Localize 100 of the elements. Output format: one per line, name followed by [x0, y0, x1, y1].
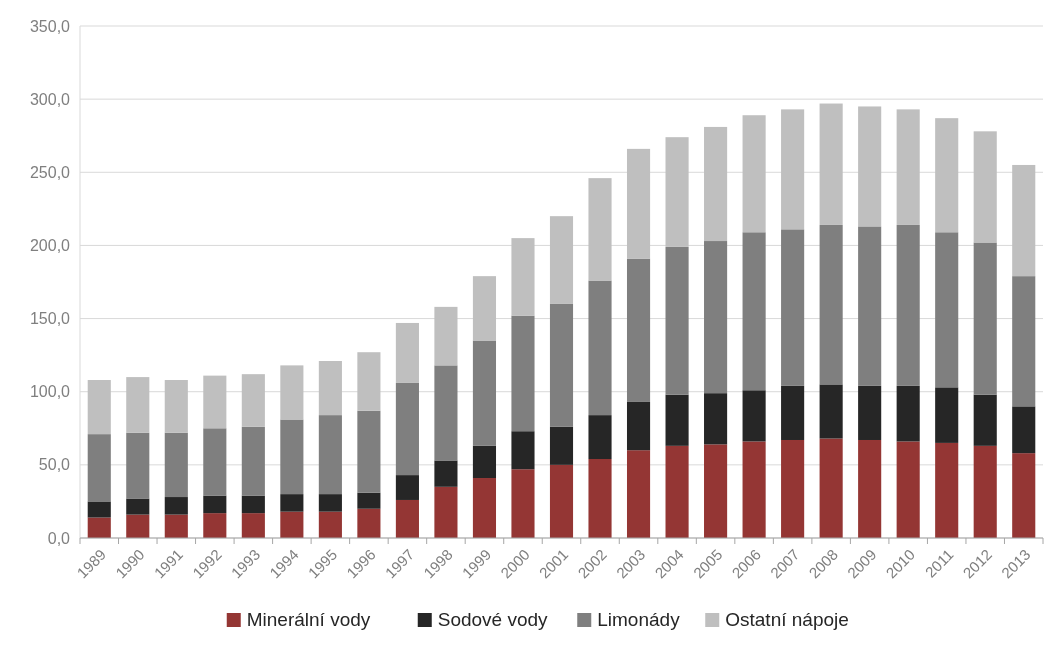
bar [241, 495, 265, 514]
bar [665, 137, 689, 247]
bar [549, 426, 574, 465]
bar [395, 475, 419, 500]
bar [742, 232, 766, 391]
bar [472, 445, 497, 479]
bar [858, 226, 882, 386]
bar [896, 385, 920, 442]
bar [626, 450, 651, 538]
y-tick-label: 150,0 [29, 310, 71, 328]
bar [588, 415, 612, 460]
bar [164, 380, 188, 433]
legend-label: Limonády [597, 609, 681, 630]
bar [1012, 406, 1036, 454]
bar [665, 394, 689, 446]
bar [126, 498, 150, 515]
bar [973, 131, 997, 243]
bar [973, 445, 997, 538]
bar [704, 444, 728, 538]
bar [935, 442, 959, 538]
bar [896, 109, 920, 225]
bar [742, 115, 766, 233]
bar [280, 494, 304, 512]
bar [357, 492, 381, 509]
bar [781, 439, 805, 538]
y-tick-label: 350,0 [29, 17, 71, 35]
bar [588, 280, 612, 416]
bar [280, 365, 304, 420]
bar [203, 428, 227, 496]
bar [973, 242, 997, 395]
bar [1012, 276, 1036, 407]
bar [511, 238, 535, 316]
legend-label: Minerální vody [246, 609, 371, 630]
bar [434, 306, 458, 366]
bar [626, 401, 651, 451]
bar [742, 441, 766, 538]
bar [164, 497, 188, 515]
bar [357, 410, 381, 493]
bar [472, 340, 497, 446]
bar [357, 508, 381, 538]
y-tick-label: 300,0 [29, 90, 71, 108]
bar [395, 322, 419, 383]
bar [434, 365, 458, 461]
bar [896, 224, 920, 386]
bar [164, 514, 188, 538]
bar [588, 178, 612, 281]
legend-label: Sodové vody [437, 609, 549, 630]
bar [126, 514, 150, 538]
bar [549, 464, 574, 538]
bar [935, 232, 959, 388]
bar [241, 374, 265, 427]
bar [935, 387, 959, 443]
bar [318, 360, 342, 416]
bar [318, 494, 342, 512]
bar [973, 394, 997, 446]
bar [1012, 164, 1036, 277]
bar [781, 229, 805, 386]
bar [588, 459, 612, 538]
bar [203, 495, 227, 514]
bar [896, 441, 920, 538]
bar [626, 258, 651, 402]
bar [858, 385, 882, 440]
bar [241, 426, 265, 496]
bar [742, 390, 766, 442]
bar [819, 224, 843, 385]
bar [511, 315, 535, 432]
bar [434, 460, 458, 487]
bar [280, 419, 304, 495]
bar [819, 103, 843, 225]
bar [395, 382, 419, 476]
bar [858, 106, 882, 227]
y-tick-label: 200,0 [29, 237, 71, 255]
bar [87, 517, 111, 538]
bar [318, 511, 342, 538]
bar [511, 431, 535, 470]
bar [665, 445, 689, 538]
bar [126, 377, 150, 433]
bar [87, 434, 111, 502]
y-tick-label: 0,0 [47, 529, 71, 547]
bar [126, 432, 150, 499]
bar [935, 118, 959, 233]
bar [241, 513, 265, 538]
bar [472, 276, 497, 341]
bar [395, 499, 419, 538]
bar [819, 438, 843, 538]
bar [318, 415, 342, 495]
legend-label: Ostatní nápoje [725, 609, 849, 630]
y-tick-label: 50,0 [38, 456, 71, 474]
bar [781, 109, 805, 230]
bar [704, 241, 728, 394]
bar [87, 380, 111, 435]
bar [280, 511, 304, 538]
bar [357, 352, 381, 411]
bar [203, 375, 227, 429]
bar [704, 126, 728, 242]
bar [511, 469, 535, 538]
bar [858, 439, 882, 538]
bar [665, 246, 689, 395]
bar [549, 216, 574, 304]
bar [549, 303, 574, 427]
